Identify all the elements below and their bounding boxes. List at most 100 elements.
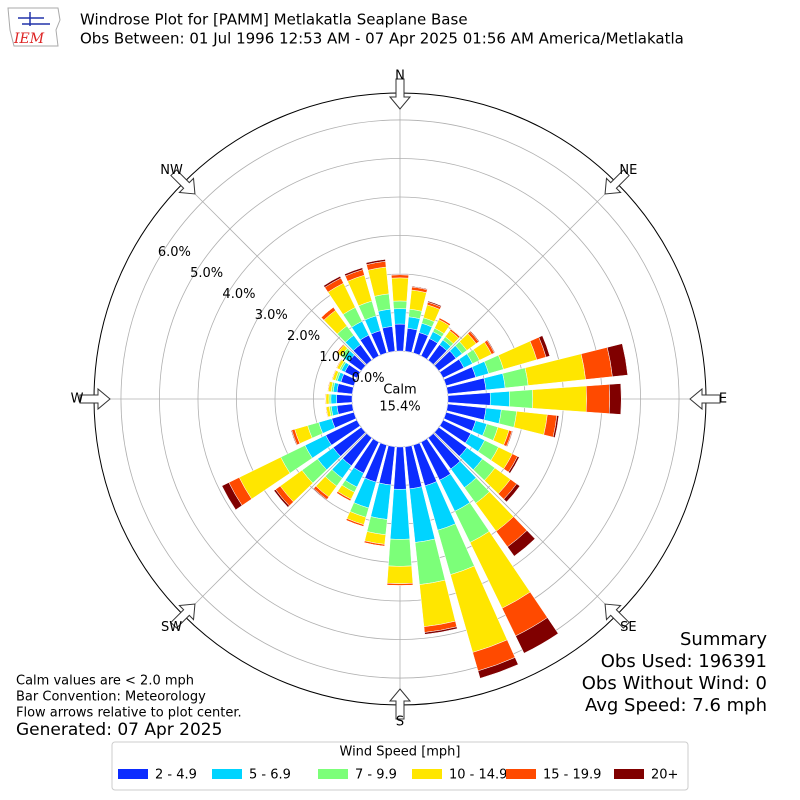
compass-label: N	[395, 69, 405, 84]
bar-segment	[391, 277, 409, 302]
compass-arrow	[170, 169, 196, 195]
r-tick-label: 3.0%	[255, 308, 288, 323]
compass-arrow	[388, 78, 412, 110]
bar-segment	[469, 330, 480, 343]
legend-label: 10 - 14.9	[449, 768, 507, 783]
bar-segment	[507, 530, 536, 557]
arrow-shape	[689, 387, 721, 411]
legend-label: 5 - 6.9	[249, 768, 291, 783]
bar-segment	[393, 446, 407, 490]
bar-segment	[477, 657, 519, 679]
compass-label: W	[71, 392, 84, 407]
grid-spoke	[433, 182, 617, 366]
compass-arrow	[604, 169, 630, 195]
legend-label: 7 - 9.9	[355, 768, 397, 783]
compass-label: NW	[160, 163, 183, 178]
grid-spoke	[433, 432, 617, 616]
legend-swatch	[412, 769, 442, 779]
bar-segment	[486, 339, 496, 354]
bar-segment	[312, 488, 328, 501]
r-tick-label: 1.0%	[319, 350, 352, 365]
grid-spoke	[183, 182, 367, 366]
bar-segment	[409, 289, 427, 312]
bar-segment	[608, 383, 622, 415]
bar-segment	[290, 429, 298, 446]
bar-segment	[509, 389, 533, 409]
compass-label: SW	[161, 620, 182, 635]
logo-text: IEM	[13, 31, 45, 47]
legend-title: Wind Speed [mph]	[340, 745, 461, 760]
bar-segment	[367, 266, 390, 297]
bar-segment	[407, 316, 421, 331]
bar-segment	[364, 542, 385, 547]
bar-segment	[377, 308, 393, 329]
bar-segment	[498, 340, 538, 370]
bar-segment	[552, 415, 560, 438]
compass-arrow	[388, 688, 412, 720]
legend-box	[111, 741, 689, 791]
note: Bar Convention: Meteorology	[16, 690, 206, 705]
summary-line: Obs Used: 196391	[601, 651, 767, 672]
arrow-shape	[604, 169, 630, 195]
bar-segment	[532, 385, 587, 413]
compass-arrow	[170, 603, 196, 629]
legend-label: 20+	[651, 768, 678, 783]
bar-segment	[394, 323, 406, 352]
legend: 2 - 4.9 5 - 6.9 7 - 9.9 10 - 14.9 15 - 19.9 2…	[118, 768, 678, 783]
r-tick-label: 6.0%	[158, 245, 191, 260]
arrow-shape	[388, 78, 412, 110]
legend-swatch	[118, 769, 148, 779]
compass-label: NE	[619, 163, 637, 178]
bar-segment	[508, 456, 520, 474]
r-tick-label: 4.0%	[222, 287, 255, 302]
bar-segment	[393, 308, 407, 325]
note: Flow arrows relative to plot center.	[16, 706, 242, 721]
r-tick-label: 0.0%	[352, 371, 385, 386]
r-tick-label: 5.0%	[190, 266, 223, 281]
legend-swatch	[212, 769, 242, 779]
bar-segment	[344, 267, 364, 277]
generated: Generated: 07 Apr 2025	[16, 720, 222, 740]
grid-spoke	[183, 432, 367, 616]
bar-segment	[325, 393, 330, 405]
bar-segment	[483, 407, 502, 424]
calm-value: 15.4%	[379, 400, 420, 415]
bar-segment	[538, 335, 551, 358]
chart-title: Windrose Plot for [PAMM] Metlakatla Seap…	[80, 11, 468, 29]
compass-arrow	[689, 387, 721, 411]
bar-segment	[411, 285, 428, 290]
bar-segment	[221, 482, 243, 511]
bar-segment	[502, 367, 529, 389]
bar-segment	[374, 293, 391, 312]
legend-swatch	[614, 769, 644, 779]
bar-segment	[391, 273, 409, 276]
bar-segment	[336, 403, 354, 415]
bar-segment	[585, 384, 610, 414]
bar-segment	[323, 275, 342, 288]
summary-line: Obs Without Wind: 0	[582, 673, 767, 694]
summary-line: Avg Speed: 7.6 mph	[585, 695, 767, 716]
bar-segment	[424, 626, 458, 635]
logo: IEM	[7, 7, 61, 47]
arrow-shape	[79, 387, 111, 411]
legend-label: 15 - 19.9	[543, 768, 601, 783]
summary-line: Summary	[680, 629, 767, 650]
arrow-shape	[170, 603, 196, 629]
bar-segment	[427, 300, 442, 308]
bar-segment	[489, 391, 510, 407]
bar-segment	[391, 274, 409, 279]
bar-segment	[498, 409, 517, 428]
bar-segment	[515, 617, 559, 654]
plot-area: 0.0%1.0% 2.0% 3.0%4.0% 5.0% 6.0% N NE E SE S SW W NW…	[71, 69, 728, 730]
arrow-shape	[170, 169, 196, 195]
bar-segment	[273, 489, 290, 508]
bar-segment	[365, 259, 386, 265]
bar-segment	[503, 483, 521, 503]
legend-swatch	[506, 769, 536, 779]
bar-segment	[447, 392, 491, 406]
bar-segment	[389, 488, 411, 540]
calm-label: Calm	[383, 383, 416, 398]
